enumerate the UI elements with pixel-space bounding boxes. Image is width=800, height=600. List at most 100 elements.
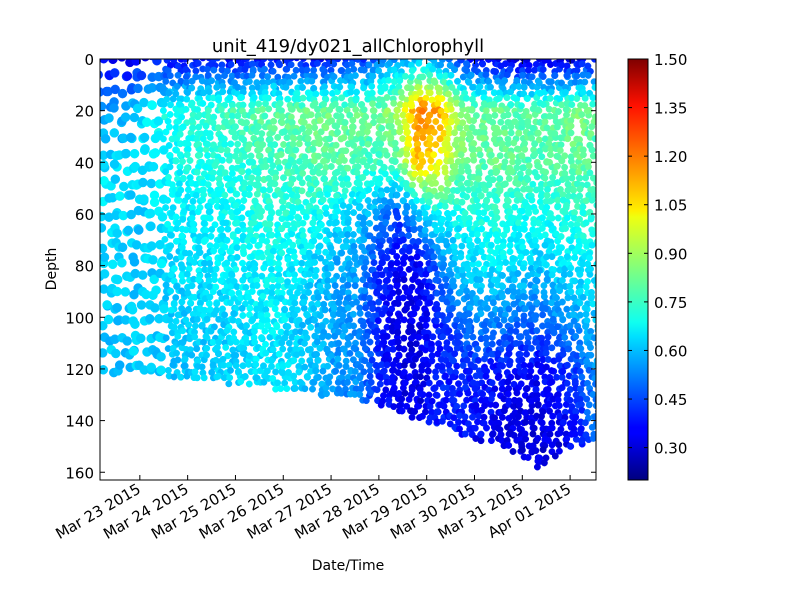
data-point bbox=[395, 351, 403, 359]
data-point bbox=[277, 151, 285, 158]
data-point bbox=[241, 179, 248, 187]
data-point bbox=[549, 315, 557, 323]
data-point bbox=[394, 329, 402, 336]
data-point bbox=[473, 230, 481, 238]
data-point bbox=[439, 255, 447, 263]
data-point bbox=[563, 214, 571, 222]
data-point bbox=[399, 111, 407, 119]
data-point bbox=[491, 385, 499, 393]
data-point bbox=[523, 95, 531, 102]
data-point bbox=[377, 140, 385, 148]
data-point bbox=[556, 429, 564, 437]
data-point bbox=[205, 300, 213, 308]
data-point bbox=[393, 282, 401, 290]
data-point bbox=[290, 72, 298, 80]
data-point bbox=[548, 271, 556, 279]
data-point bbox=[515, 129, 523, 137]
data-point bbox=[424, 117, 432, 125]
data-point bbox=[379, 259, 386, 267]
data-point bbox=[140, 144, 150, 154]
data-point bbox=[278, 339, 286, 347]
data-point bbox=[282, 209, 290, 217]
data-point bbox=[212, 265, 220, 273]
data-point bbox=[188, 84, 196, 92]
data-point bbox=[361, 345, 369, 352]
data-point bbox=[360, 84, 368, 92]
data-point bbox=[249, 237, 257, 245]
data-point bbox=[501, 129, 509, 137]
data-point bbox=[430, 151, 438, 159]
data-point bbox=[476, 287, 484, 295]
data-point bbox=[170, 373, 178, 381]
data-point bbox=[326, 135, 334, 143]
data-point bbox=[524, 156, 532, 164]
data-point bbox=[249, 316, 257, 323]
data-point bbox=[321, 306, 329, 314]
data-point bbox=[166, 163, 174, 171]
data-point bbox=[495, 128, 503, 136]
data-point bbox=[100, 365, 109, 375]
data-point bbox=[151, 285, 161, 295]
data-point bbox=[367, 389, 374, 397]
data-point bbox=[206, 259, 214, 267]
data-point bbox=[458, 242, 466, 250]
data-point bbox=[148, 255, 158, 265]
data-point bbox=[266, 203, 274, 210]
data-point bbox=[226, 186, 234, 194]
data-point bbox=[389, 345, 397, 353]
data-point bbox=[554, 179, 562, 187]
data-point bbox=[326, 373, 334, 381]
data-point bbox=[369, 100, 377, 108]
data-point bbox=[218, 156, 226, 164]
data-point bbox=[416, 260, 424, 268]
data-point bbox=[533, 327, 541, 335]
data-point bbox=[520, 225, 528, 233]
data-point bbox=[520, 282, 528, 290]
data-point bbox=[564, 294, 572, 302]
data-point bbox=[245, 191, 253, 199]
data-point bbox=[519, 71, 526, 79]
data-point bbox=[320, 169, 328, 177]
data-point bbox=[167, 242, 175, 250]
data-point bbox=[528, 73, 536, 81]
data-point bbox=[405, 247, 413, 255]
data-point bbox=[447, 193, 455, 201]
data-point bbox=[179, 158, 186, 165]
data-point bbox=[539, 214, 546, 222]
data-point bbox=[290, 372, 298, 380]
data-point bbox=[442, 396, 450, 404]
data-point bbox=[314, 300, 322, 308]
data-point bbox=[100, 269, 110, 279]
data-point bbox=[211, 162, 219, 170]
data-point bbox=[423, 310, 431, 318]
data-point bbox=[551, 130, 559, 137]
data-point bbox=[248, 60, 256, 68]
data-point bbox=[393, 299, 401, 307]
data-point bbox=[510, 276, 518, 284]
data-point bbox=[426, 111, 434, 119]
data-point bbox=[551, 72, 559, 79]
data-point bbox=[428, 357, 436, 365]
data-point bbox=[146, 362, 157, 373]
data-point bbox=[567, 264, 575, 272]
data-point bbox=[276, 99, 284, 107]
data-point bbox=[251, 264, 259, 272]
data-point bbox=[115, 191, 125, 201]
data-point bbox=[298, 357, 306, 365]
data-point bbox=[436, 135, 444, 143]
data-point bbox=[162, 247, 170, 255]
data-point bbox=[302, 213, 310, 221]
data-point bbox=[136, 300, 147, 310]
data-point bbox=[410, 226, 418, 234]
data-point bbox=[239, 101, 247, 109]
data-point bbox=[541, 118, 549, 126]
data-point bbox=[578, 111, 586, 119]
data-point bbox=[438, 363, 446, 371]
data-point bbox=[421, 100, 428, 108]
data-point bbox=[165, 89, 173, 97]
data-point bbox=[563, 253, 571, 261]
data-point bbox=[223, 146, 231, 154]
data-point bbox=[523, 385, 531, 392]
data-point bbox=[120, 112, 131, 122]
data-point bbox=[344, 181, 352, 188]
